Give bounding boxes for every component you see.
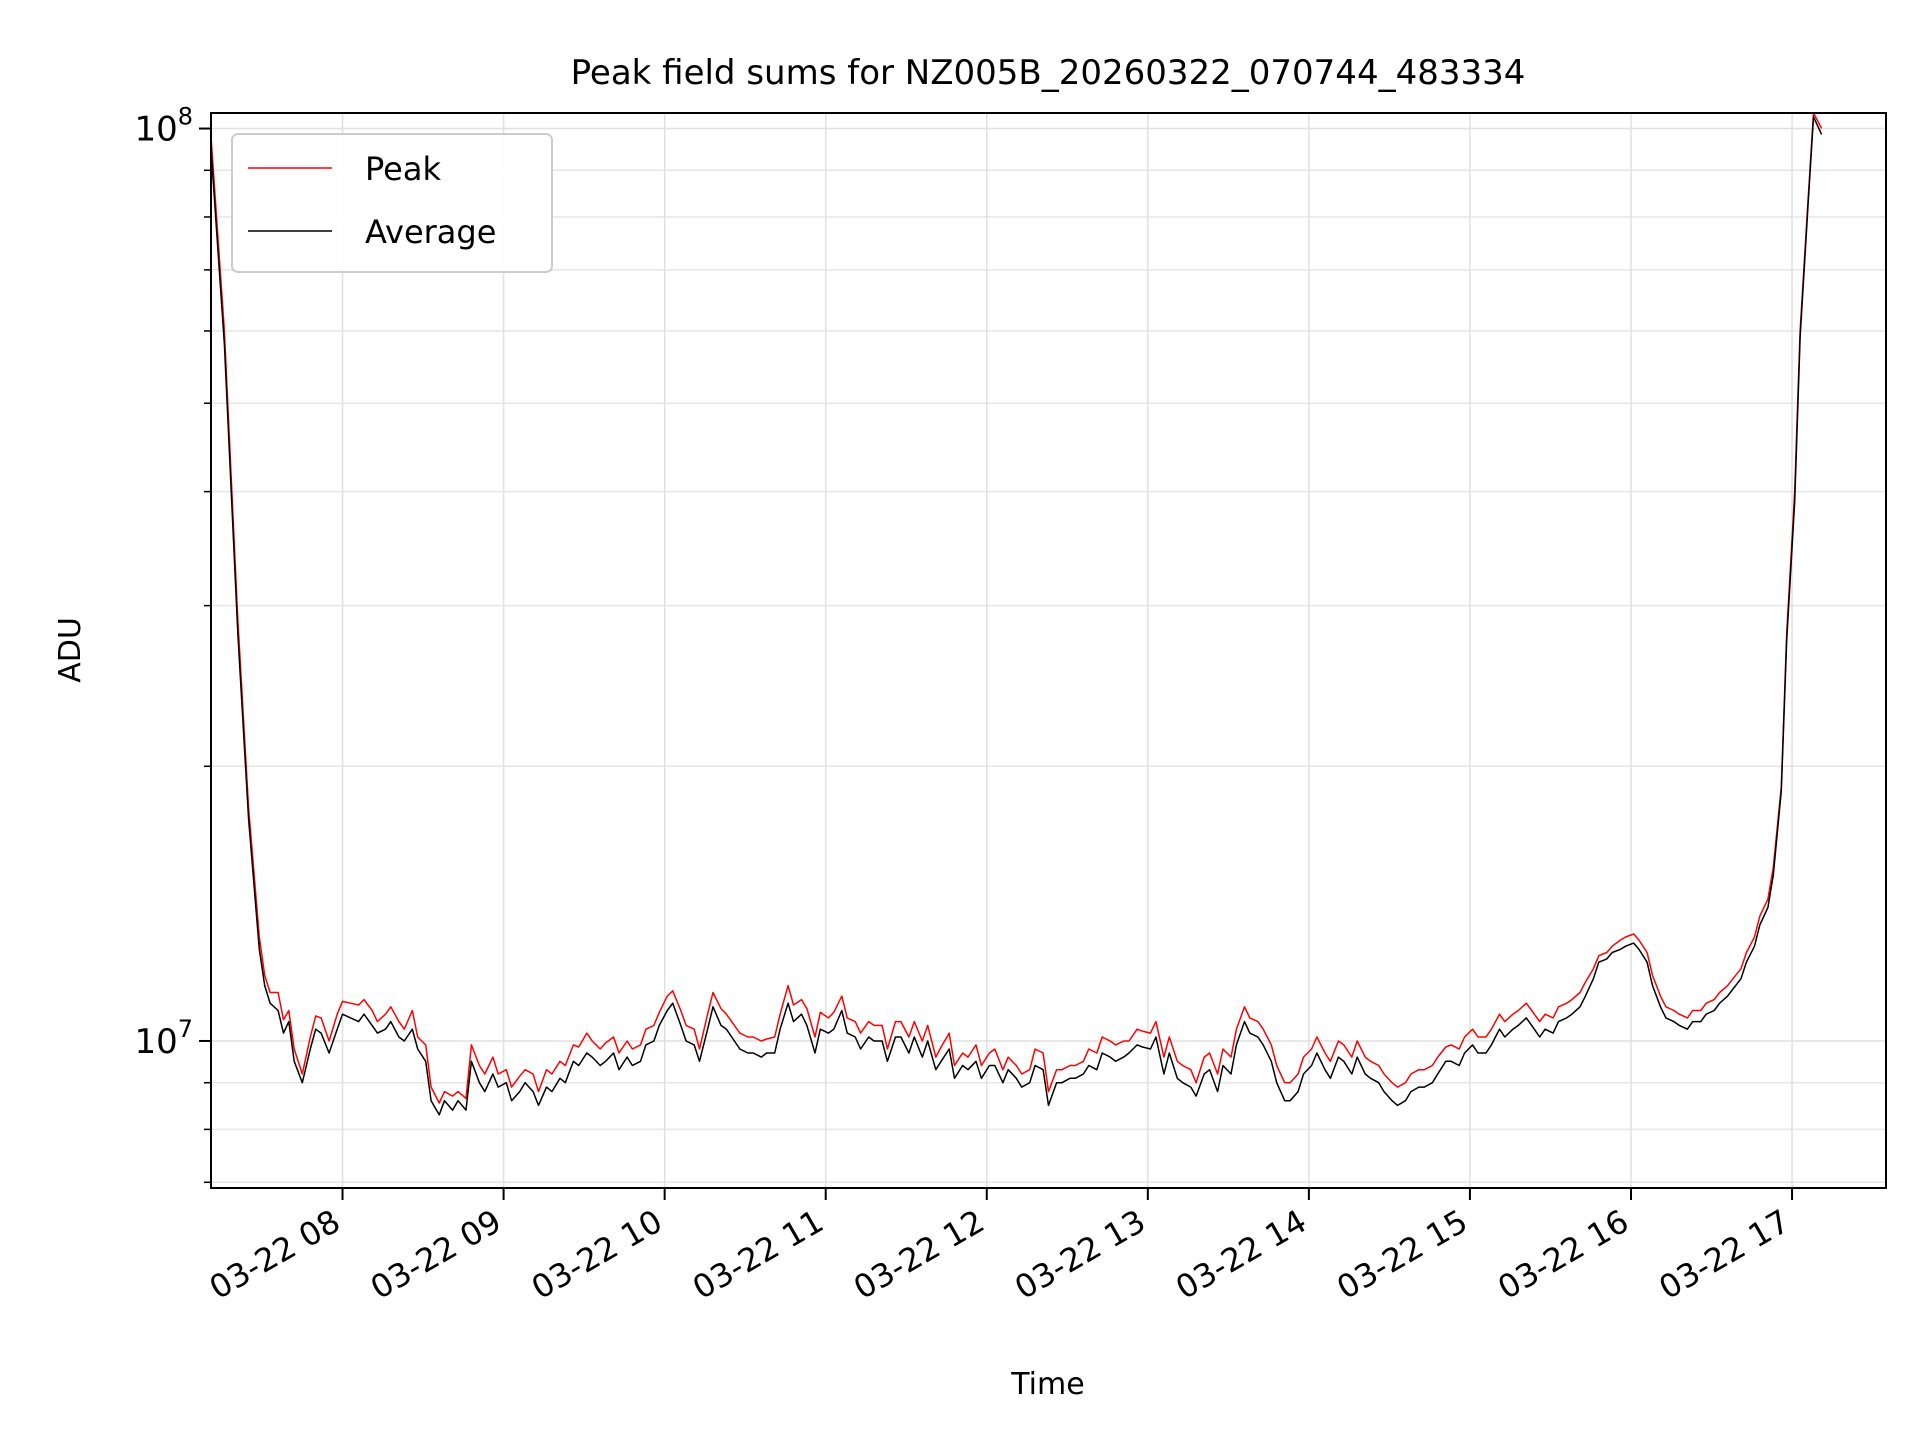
legend-label-peak: Peak [365, 150, 441, 188]
x-axis-label: Time [1010, 1367, 1084, 1402]
plot-area: 03-22 08 03-22 09 03-22 10 03-22 11 03-22 12… [134, 103, 1887, 1307]
series-layer [210, 112, 1823, 1116]
y-tick-label: 107 [134, 1015, 193, 1062]
plot-frame [210, 112, 1887, 1189]
plot-background [211, 113, 1886, 1188]
y-tick-label: 108 [134, 103, 193, 150]
y-axis-label: ADU [53, 617, 88, 683]
series-line-peak [210, 112, 1823, 1104]
legend: Peak Average [231, 133, 553, 273]
chart-title: Peak field sums for NZ005B_20260322_0707… [571, 53, 1526, 93]
y-axis-ticks: 107 108 [134, 103, 211, 1184]
series-line-average [210, 116, 1823, 1116]
legend-label-average: Average [365, 213, 496, 251]
